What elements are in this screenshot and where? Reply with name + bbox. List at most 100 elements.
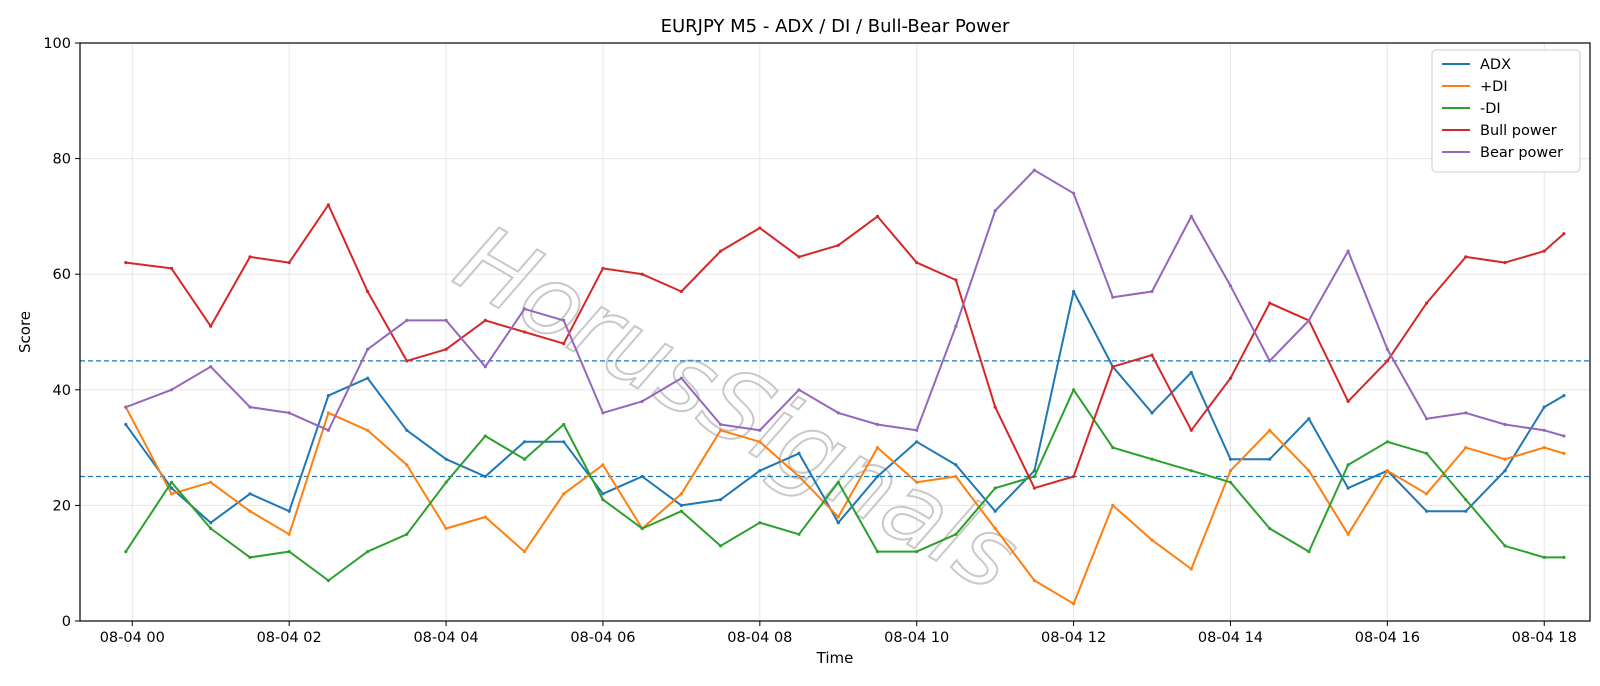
data-point-bear-power bbox=[1307, 318, 1311, 322]
data-point-bear-power bbox=[562, 318, 566, 322]
data-point-di bbox=[993, 486, 997, 490]
data-point-di bbox=[1189, 469, 1193, 473]
data-point-adx bbox=[1503, 469, 1507, 473]
data-point-bear-power bbox=[483, 365, 487, 369]
data-point-bear-power bbox=[248, 405, 252, 409]
data-point-di bbox=[444, 480, 448, 484]
data-point-bear-power bbox=[758, 428, 762, 432]
data-point-bear-power bbox=[1425, 417, 1429, 421]
data-point-di bbox=[169, 480, 174, 484]
data-point-bear-power bbox=[287, 411, 291, 415]
data-point-di bbox=[797, 532, 801, 536]
data-point-bear-power bbox=[1562, 434, 1566, 438]
x-tick-label: 08-04 08 bbox=[727, 630, 792, 646]
x-tick-label: 08-04 12 bbox=[1041, 630, 1106, 646]
data-point-bull-power bbox=[1425, 301, 1429, 305]
data-point-di bbox=[954, 474, 958, 479]
data-point-di bbox=[209, 526, 213, 531]
data-point-bear-power bbox=[679, 376, 684, 380]
data-point-di bbox=[169, 492, 174, 496]
data-point-adx bbox=[366, 376, 370, 380]
data-point-di bbox=[326, 578, 330, 583]
data-point-bear-power bbox=[640, 399, 644, 403]
x-tick-label: 08-04 06 bbox=[570, 630, 635, 646]
data-point-di bbox=[1307, 550, 1311, 554]
data-point-bear-power bbox=[1111, 295, 1115, 299]
data-point-adx bbox=[954, 463, 958, 467]
data-point-bull-power bbox=[287, 261, 291, 265]
data-point-bear-power bbox=[954, 324, 958, 328]
data-point-di bbox=[836, 480, 840, 484]
series-lines bbox=[124, 168, 1566, 606]
data-point-bull-power bbox=[1228, 376, 1233, 380]
data-point-adx bbox=[1307, 417, 1311, 421]
data-point-di bbox=[366, 550, 370, 554]
data-point-bull-power bbox=[875, 214, 880, 218]
data-point-bear-power bbox=[405, 318, 409, 322]
data-point-bear-power bbox=[915, 428, 919, 432]
data-point-bull-power bbox=[1189, 428, 1193, 432]
data-point-di bbox=[1346, 532, 1350, 536]
x-axis-title: Time bbox=[816, 649, 854, 667]
data-point-di bbox=[836, 515, 840, 519]
data-point-di bbox=[1032, 578, 1036, 583]
data-point-adx bbox=[601, 492, 605, 496]
data-point-bear-power bbox=[209, 365, 213, 369]
x-axis: 08-04 00 08-04 02 08-04 04 08-04 06 08-04 08… bbox=[100, 621, 1577, 646]
data-point-adx bbox=[326, 394, 330, 398]
data-point-bear-power bbox=[124, 405, 128, 409]
y-tick-label: 60 bbox=[53, 267, 71, 283]
data-point-di bbox=[1072, 602, 1076, 606]
data-point-adx bbox=[1425, 509, 1429, 513]
data-point-bear-power bbox=[169, 388, 174, 392]
data-point-di bbox=[601, 498, 605, 502]
legend-label: -DI bbox=[1480, 101, 1501, 117]
y-tick-label: 100 bbox=[43, 36, 71, 52]
data-point-bull-power bbox=[1268, 301, 1272, 305]
data-point-di bbox=[601, 463, 605, 467]
x-tick-label: 08-04 10 bbox=[884, 630, 949, 646]
data-point-adx bbox=[679, 503, 684, 507]
data-point-di bbox=[248, 509, 252, 513]
data-point-bull-power bbox=[1111, 365, 1115, 369]
data-point-adx bbox=[562, 440, 566, 444]
data-point-di bbox=[405, 463, 409, 467]
y-tick-label: 0 bbox=[62, 614, 71, 630]
data-point-adx bbox=[797, 451, 801, 455]
data-point-bull-power bbox=[169, 266, 174, 270]
data-point-di bbox=[797, 474, 801, 479]
series-line-bull-power bbox=[125, 203, 1565, 490]
data-point-bull-power bbox=[1503, 261, 1507, 265]
series-line-bear-power bbox=[125, 169, 1565, 437]
data-point-bull-power bbox=[758, 226, 762, 230]
data-point-di bbox=[1464, 498, 1468, 502]
data-point-bear-power bbox=[875, 422, 880, 427]
data-point-adx bbox=[915, 440, 919, 444]
data-point-di bbox=[679, 492, 684, 496]
chart-title: EURJPY M5 - ADX / DI / Bull-Bear Power bbox=[661, 16, 1010, 37]
data-point-bear-power bbox=[836, 411, 840, 415]
data-point-adx bbox=[1228, 457, 1233, 461]
data-point-di bbox=[1111, 503, 1115, 507]
x-tick-label: 08-04 16 bbox=[1355, 630, 1420, 646]
data-point-bull-power bbox=[836, 243, 840, 247]
data-point-adx bbox=[1346, 486, 1350, 490]
data-point-di bbox=[1425, 492, 1429, 496]
data-point-di bbox=[562, 422, 566, 427]
data-point-bear-power bbox=[1150, 289, 1154, 294]
data-point-adx bbox=[209, 521, 213, 525]
data-point-di bbox=[1189, 567, 1193, 571]
data-point-bull-power bbox=[1562, 232, 1566, 236]
series-line-di bbox=[124, 388, 1564, 582]
data-point-di bbox=[483, 515, 487, 519]
data-point-bull-power bbox=[209, 324, 213, 328]
data-point-di bbox=[915, 550, 919, 554]
data-point-di bbox=[719, 544, 723, 548]
data-point-bear-power bbox=[1346, 249, 1350, 253]
data-point-bull-power bbox=[1542, 249, 1546, 253]
data-point-bull-power bbox=[719, 249, 723, 253]
data-point-di bbox=[209, 480, 213, 484]
